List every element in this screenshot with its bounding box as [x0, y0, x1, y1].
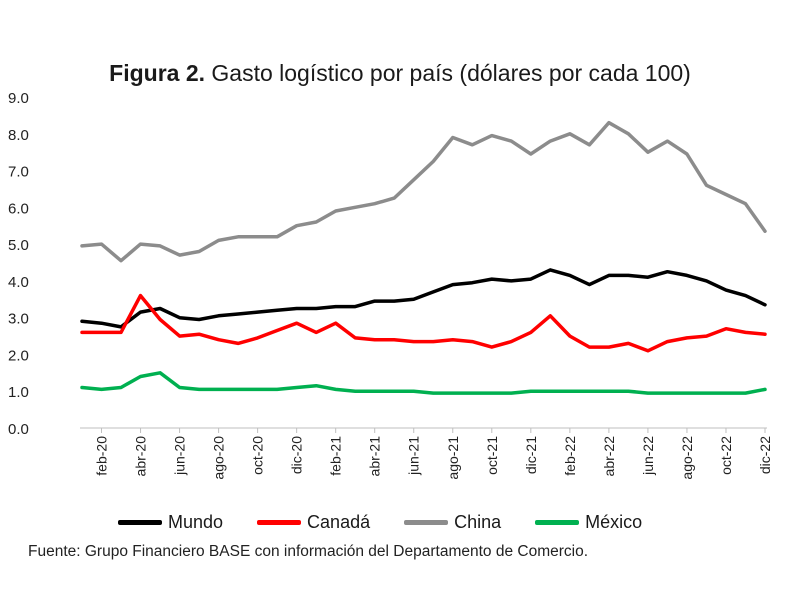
series-line-canada — [80, 293, 767, 353]
y-tick-label: 5.0 — [8, 237, 29, 254]
legend-label: China — [454, 512, 502, 532]
legend: Mundo Canadá China México — [118, 512, 676, 533]
x-tick-label: feb-22 — [562, 436, 578, 476]
series-line-mundo — [80, 268, 767, 329]
legend-label: México — [585, 512, 643, 532]
legend-swatch — [257, 520, 302, 525]
y-tick-label: 7.0 — [8, 164, 29, 181]
legend-label: Mundo — [168, 512, 224, 532]
x-tick-label: jun-20 — [172, 436, 188, 476]
legend-swatch — [404, 520, 449, 525]
y-tick-label: 0.0 — [8, 421, 29, 438]
x-tick-label: feb-21 — [328, 436, 344, 476]
chart-title-rest: Gasto logístico por país (dólares por ca… — [205, 60, 691, 86]
y-tick-label: 4.0 — [8, 274, 29, 291]
chart-title: Figura 2. Gasto logístico por país (dóla… — [60, 58, 740, 88]
legend-swatch — [118, 520, 162, 525]
y-tick-label: 2.0 — [8, 347, 29, 364]
x-tick-label: ago-21 — [445, 436, 461, 480]
y-tick-label: 9.0 — [8, 90, 29, 107]
x-tick-label: jun-22 — [640, 436, 656, 476]
legend-item: Canadá — [257, 512, 370, 533]
series-line-china — [80, 120, 767, 263]
x-tick-label: ago-20 — [211, 436, 227, 480]
x-tick-label: abr-21 — [367, 436, 383, 477]
y-tick-label: 1.0 — [8, 384, 29, 401]
legend-label: Canadá — [307, 512, 371, 532]
legend-item: Mundo — [118, 512, 223, 533]
legend-swatch — [535, 520, 580, 525]
source-note: Fuente: Grupo Financiero BASE con inform… — [28, 543, 589, 560]
x-tick-label: oct-20 — [250, 436, 266, 475]
x-tick-label: dic-20 — [289, 436, 305, 474]
legend-item: China — [404, 512, 501, 533]
series-line-mexico — [80, 371, 767, 395]
chart-title-bold: Figura 2. — [109, 60, 206, 86]
legend-item: México — [535, 512, 642, 533]
x-tick-label: abr-22 — [601, 436, 617, 477]
y-tick-label: 6.0 — [8, 200, 29, 217]
y-tick-label: 3.0 — [8, 311, 29, 328]
x-tick-label: oct-22 — [718, 436, 734, 475]
x-tick-label: oct-21 — [484, 436, 500, 475]
x-tick-label: jun-21 — [406, 436, 422, 476]
x-tick-label: abr-20 — [133, 436, 149, 477]
x-tick-label: ago-22 — [679, 436, 695, 480]
x-tick-label: dic-22 — [757, 436, 773, 474]
x-tick-label: dic-21 — [523, 436, 539, 474]
x-tick-label: feb-20 — [94, 436, 110, 476]
y-tick-label: 8.0 — [8, 127, 29, 144]
